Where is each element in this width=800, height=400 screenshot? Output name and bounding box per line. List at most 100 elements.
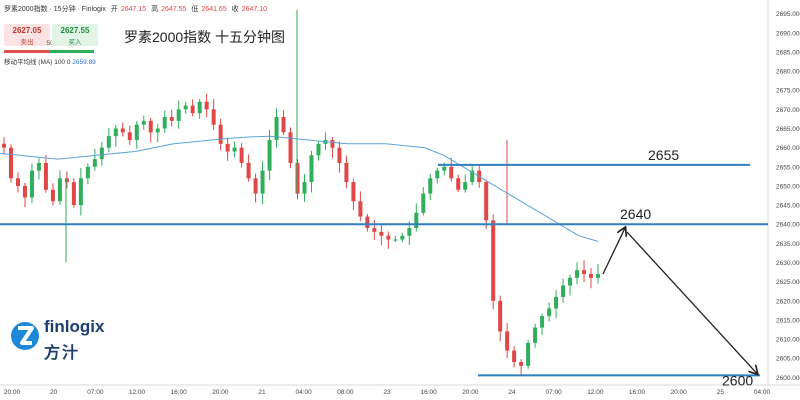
finlogix-logo: finlogix 方汁	[10, 317, 130, 367]
open-value: 2647.15	[120, 6, 147, 13]
x-tick-label: 04:00	[296, 389, 313, 396]
candle-body	[211, 109, 216, 125]
candle-body	[358, 201, 363, 217]
candle-body	[43, 162, 48, 190]
y-tick-label: 2685.000	[776, 49, 800, 56]
x-tick-label: 20	[50, 389, 58, 396]
level-label-2655: 2655	[648, 147, 679, 163]
buy-button[interactable]: 2627.55 买入	[52, 24, 98, 46]
x-tick-label: 20:00	[212, 389, 229, 396]
ma-indicator-legend[interactable]: 移动平均线 (MA) 100 0 2659.89	[4, 56, 96, 66]
candle-body	[225, 143, 230, 152]
candle-body	[400, 235, 405, 240]
sell-label: 卖出	[20, 39, 34, 46]
buy-price: 2627.55	[60, 26, 90, 35]
moving-average-line	[0, 135, 599, 242]
candle-body	[176, 109, 181, 121]
x-tick-label: 07:00	[546, 389, 563, 396]
finlogix-logo-icon	[11, 322, 39, 350]
candle-body	[316, 143, 321, 156]
x-tick-label: 12:00	[587, 389, 604, 396]
y-tick-label: 2645.000	[776, 203, 800, 210]
candle-body	[92, 159, 97, 167]
y-tick-label: 2635.000	[776, 241, 800, 248]
y-tick-label: 2620.000	[776, 298, 800, 305]
candle-body	[414, 212, 419, 229]
y-tick-label: 2670.000	[776, 107, 800, 114]
candle-body	[533, 327, 538, 343]
y-tick-label: 2695.000	[776, 11, 800, 18]
y-tick-label: 2640.000	[776, 222, 800, 229]
candle-body	[337, 147, 342, 163]
x-tick-label: 16:00	[421, 389, 438, 396]
y-tick-label: 2625.000	[776, 279, 800, 286]
x-tick-label: 16:00	[629, 389, 646, 396]
candle-body	[106, 136, 111, 148]
candle-body	[484, 182, 489, 221]
candle-body	[134, 124, 139, 140]
candle-body	[218, 124, 223, 144]
sell-price: 2627.05	[12, 26, 42, 35]
ma-value: 2659.89	[72, 59, 96, 66]
sell-button[interactable]: 2627.05 卖出	[4, 24, 50, 46]
candle-body	[498, 300, 503, 332]
candle-body	[281, 117, 286, 133]
y-tick-label: 2690.000	[776, 30, 800, 37]
candle-body	[169, 117, 174, 121]
candle-body	[512, 350, 517, 363]
candle-body	[267, 139, 272, 171]
chart-header: 罗素2000指数 · 15分钟 · Finlogix 开 2647.15 高 264…	[4, 4, 270, 14]
level-label-2600: 2600	[722, 372, 753, 388]
close-label: 收	[231, 6, 239, 13]
projection-arrow-up	[602, 228, 625, 275]
x-tick-label: 24	[508, 389, 516, 396]
candle-body	[309, 155, 314, 183]
candle-body	[519, 362, 524, 366]
low-label: 低	[191, 6, 199, 13]
candle-body	[435, 170, 440, 179]
candle-body	[575, 270, 580, 278]
candle-body	[2, 143, 6, 148]
y-tick-label: 2615.000	[776, 317, 800, 324]
candle-body	[253, 178, 258, 194]
candle-body	[463, 182, 468, 190]
x-tick-label: 07:00	[87, 389, 104, 396]
candle-body	[85, 166, 90, 179]
candle-body	[554, 296, 559, 309]
x-tick-label: 25	[717, 389, 725, 396]
candle-body	[589, 273, 594, 278]
candle-body	[351, 182, 356, 202]
x-tick-label: 12:00	[129, 389, 146, 396]
y-tick-label: 2680.000	[776, 69, 800, 76]
candle-body	[232, 147, 237, 152]
x-tick-label: 20:00	[671, 389, 688, 396]
high-value: 2647.55	[161, 6, 187, 13]
candle-body	[596, 273, 600, 278]
chart-title: 罗素2000指数 十五分钟图	[124, 29, 286, 45]
candle-body	[491, 220, 496, 301]
level-label-2640: 2640	[620, 206, 651, 222]
candle-body	[288, 132, 293, 163]
candle-body	[29, 170, 34, 198]
candle-body	[22, 185, 27, 198]
candle-body	[421, 193, 426, 213]
ma-label: 移动平均线 (MA)	[4, 59, 53, 66]
candle-body	[561, 285, 566, 297]
candle-body	[64, 178, 69, 183]
candle-body	[470, 170, 475, 183]
candle-body	[505, 331, 510, 351]
candle-body	[372, 228, 377, 232]
y-tick-label: 2665.000	[776, 126, 800, 133]
candle-body	[78, 178, 83, 206]
candle-body	[8, 147, 13, 179]
candle-body	[526, 342, 531, 366]
candle-body	[449, 166, 454, 179]
candle-body	[456, 178, 461, 190]
y-tick-label: 2630.000	[776, 260, 800, 267]
candle-body	[127, 132, 132, 140]
y-tick-label: 2610.000	[776, 337, 800, 344]
x-tick-label: 23	[383, 389, 391, 396]
candle-body	[330, 139, 335, 148]
candle-body	[183, 105, 188, 110]
